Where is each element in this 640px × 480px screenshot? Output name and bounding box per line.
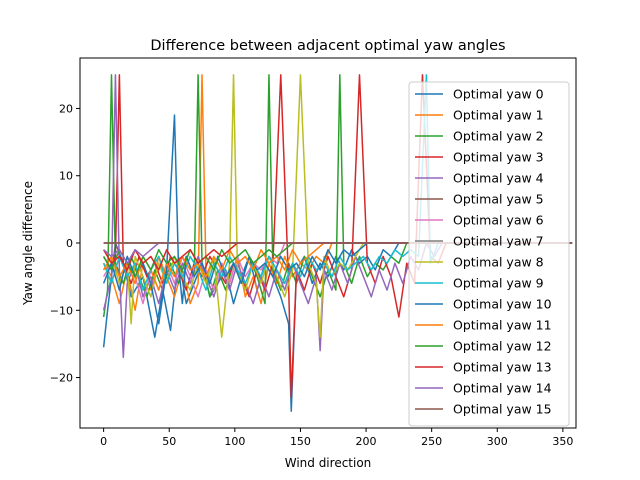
series-layer bbox=[102, 74, 573, 412]
legend-entry: Optimal yaw 0 bbox=[453, 87, 544, 102]
series-line-0 bbox=[102, 242, 573, 412]
y-tick-label: 0 bbox=[66, 237, 73, 250]
x-axis: 0 50 100 150 200 250 300 350 bbox=[100, 428, 573, 448]
legend-entry: Optimal yaw 12 bbox=[453, 339, 552, 354]
series-line-10 bbox=[102, 114, 573, 325]
y-axis: −20 −10 0 10 20 bbox=[50, 102, 80, 385]
y-tick-label: 20 bbox=[59, 102, 73, 115]
x-tick-label: 200 bbox=[356, 435, 377, 448]
series-line-8 bbox=[102, 74, 573, 338]
legend-entry: Optimal yaw 5 bbox=[453, 192, 544, 207]
legend-entry: Optimal yaw 11 bbox=[453, 318, 552, 333]
x-tick-label: 150 bbox=[290, 435, 311, 448]
x-tick-label: 0 bbox=[100, 435, 107, 448]
chart-title: Difference between adjacent optimal yaw … bbox=[150, 38, 505, 54]
legend-entry: Optimal yaw 13 bbox=[453, 360, 552, 375]
legend-entry: Optimal yaw 3 bbox=[453, 150, 544, 165]
x-tick-label: 50 bbox=[162, 435, 176, 448]
legend-entry: Optimal yaw 14 bbox=[453, 381, 552, 396]
legend-entry: Optimal yaw 8 bbox=[453, 255, 544, 270]
y-tick-label: −20 bbox=[50, 372, 73, 385]
legend-entry: Optimal yaw 10 bbox=[453, 297, 552, 312]
legend-entry: Optimal yaw 1 bbox=[453, 108, 544, 123]
series-lines bbox=[102, 74, 573, 412]
x-axis-label: Wind direction bbox=[285, 456, 372, 470]
x-tick-label: 350 bbox=[552, 435, 573, 448]
legend: Optimal yaw 0 Optimal yaw 1 Optimal yaw 2 O… bbox=[408, 81, 570, 427]
y-tick-label: 10 bbox=[59, 170, 73, 183]
series-line-9 bbox=[102, 74, 573, 291]
x-tick-label: 250 bbox=[421, 435, 442, 448]
legend-entry: Optimal yaw 15 bbox=[453, 402, 552, 417]
y-tick-label: −10 bbox=[50, 304, 73, 317]
y-axis-label: Yaw angle difference bbox=[21, 181, 35, 306]
legend-box bbox=[408, 81, 570, 427]
legend-entry: Optimal yaw 4 bbox=[453, 171, 544, 186]
legend-entry: Optimal yaw 2 bbox=[453, 129, 544, 144]
x-tick-label: 100 bbox=[224, 435, 245, 448]
legend-entry: Optimal yaw 9 bbox=[453, 276, 544, 291]
x-tick-label: 300 bbox=[487, 435, 508, 448]
legend-entry: Optimal yaw 7 bbox=[453, 234, 544, 249]
legend-entry: Optimal yaw 6 bbox=[453, 213, 544, 228]
